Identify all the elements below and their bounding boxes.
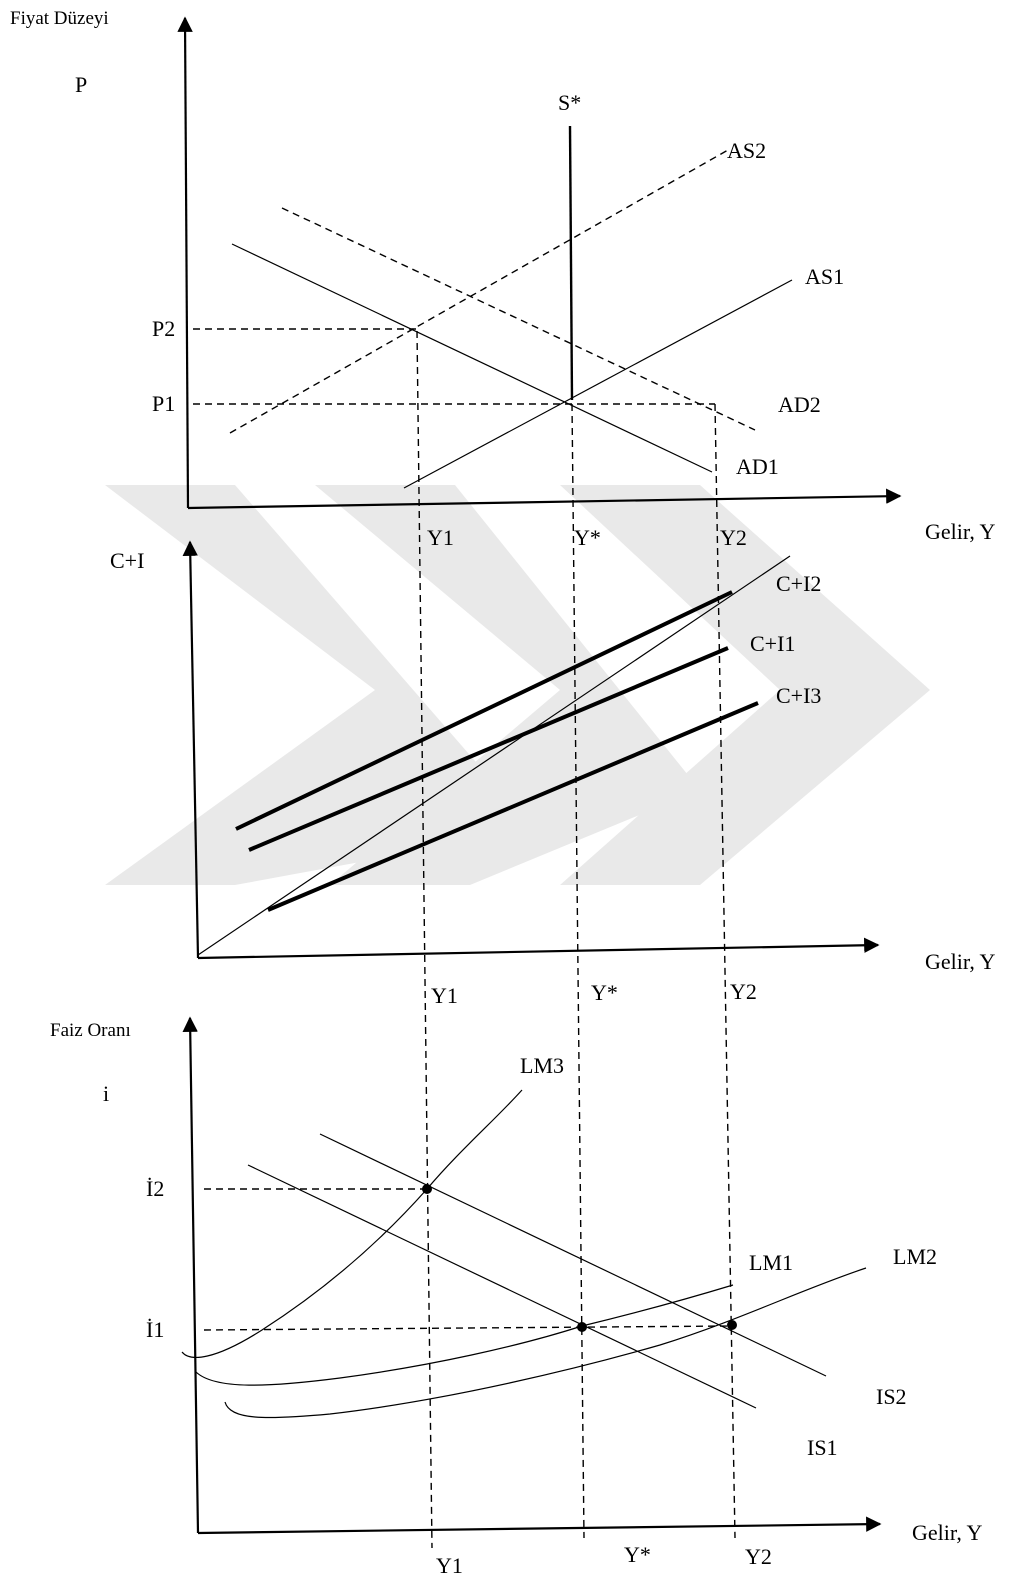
top-y-axis-title: Fiyat Düzeyi	[10, 8, 109, 29]
ci1-line	[248, 646, 729, 852]
lm2-label: LM2	[893, 1244, 937, 1269]
middle-y-star-label: Y*	[591, 980, 618, 1005]
as2-label: AS2	[727, 138, 766, 163]
as2-curve	[229, 149, 729, 434]
lm1-label: LM1	[749, 1250, 793, 1275]
as1-label: AS1	[805, 264, 844, 289]
panel-is-lm: Faiz Oranı i LM3 LM1 LM2 IS2 IS1 İ2 İ1 Y…	[50, 1016, 983, 1577]
i1-guide	[203, 1325, 733, 1331]
top-y-star-label: Y*	[574, 525, 601, 550]
bottom-y2-label: Y2	[745, 1544, 772, 1569]
i2-label: İ2	[146, 1176, 164, 1201]
i1-label: İ1	[146, 1317, 164, 1342]
middle-y-axis	[182, 540, 200, 959]
bottom-x-axis-label: Gelir, Y	[912, 1520, 983, 1545]
middle-y-axis-title: C+I	[110, 548, 144, 573]
equilibrium-point-y2	[727, 1320, 737, 1330]
bottom-y-symbol: i	[103, 1081, 109, 1106]
ci2-line	[235, 590, 733, 831]
top-y-axis	[177, 16, 193, 509]
top-x-axis	[187, 488, 902, 510]
bottom-y-axis-title: Faiz Oranı	[50, 1020, 131, 1041]
top-y1-label: Y1	[427, 525, 454, 550]
ad2-label: AD2	[778, 392, 821, 417]
panel-keynesian-cross: C+I C+I2 C+I1 C+I3 Y1 Y* Y2 Gelir, Y	[110, 540, 996, 1008]
s-star-line	[568, 125, 574, 401]
ad2-curve	[281, 207, 756, 431]
lm1-curve	[195, 1284, 734, 1386]
y2-projection	[714, 403, 736, 1539]
income-projection-guides	[416, 330, 736, 1549]
lm2-curve	[224, 1267, 867, 1419]
top-x-axis-label: Gelir, Y	[925, 519, 996, 544]
is1-label: IS1	[807, 1435, 838, 1460]
p1-label: P1	[152, 391, 175, 416]
is2-label: IS2	[876, 1384, 907, 1409]
watermark	[105, 485, 930, 885]
panel-ad-as: Fiyat Düzeyi P S* AS2 AS1 AD2 AD1 P2 P1 …	[10, 8, 996, 550]
y1-projection	[416, 330, 433, 1549]
equilibrium-point-y-star	[577, 1322, 587, 1332]
45-degree-line	[197, 555, 791, 956]
middle-y2-label: Y2	[730, 979, 757, 1004]
ci2-label: C+I2	[776, 571, 821, 596]
ad1-curve	[231, 243, 713, 473]
middle-x-axis	[197, 937, 880, 960]
as1-curve	[403, 279, 793, 489]
s-star-label: S*	[558, 90, 581, 115]
ci3-line	[267, 701, 759, 912]
ci3-label: C+I3	[776, 683, 821, 708]
bottom-y-axis	[182, 1016, 200, 1534]
p2-label: P2	[152, 316, 175, 341]
y-star-projection	[571, 403, 585, 1539]
is1-curve	[247, 1164, 757, 1409]
lm3-curve	[181, 1089, 523, 1358]
ci1-label: C+I1	[750, 631, 795, 656]
bottom-y1-label: Y1	[436, 1553, 463, 1577]
top-y-symbol: P	[75, 72, 87, 97]
middle-y1-label: Y1	[431, 983, 458, 1008]
is2-curve	[319, 1133, 827, 1377]
bottom-y-star-label: Y*	[624, 1542, 651, 1567]
ad1-label: AD1	[736, 454, 779, 479]
lm3-label: LM3	[520, 1053, 564, 1078]
middle-x-axis-label: Gelir, Y	[925, 949, 996, 974]
bottom-x-axis	[197, 1516, 882, 1535]
top-y2-label: Y2	[720, 525, 747, 550]
